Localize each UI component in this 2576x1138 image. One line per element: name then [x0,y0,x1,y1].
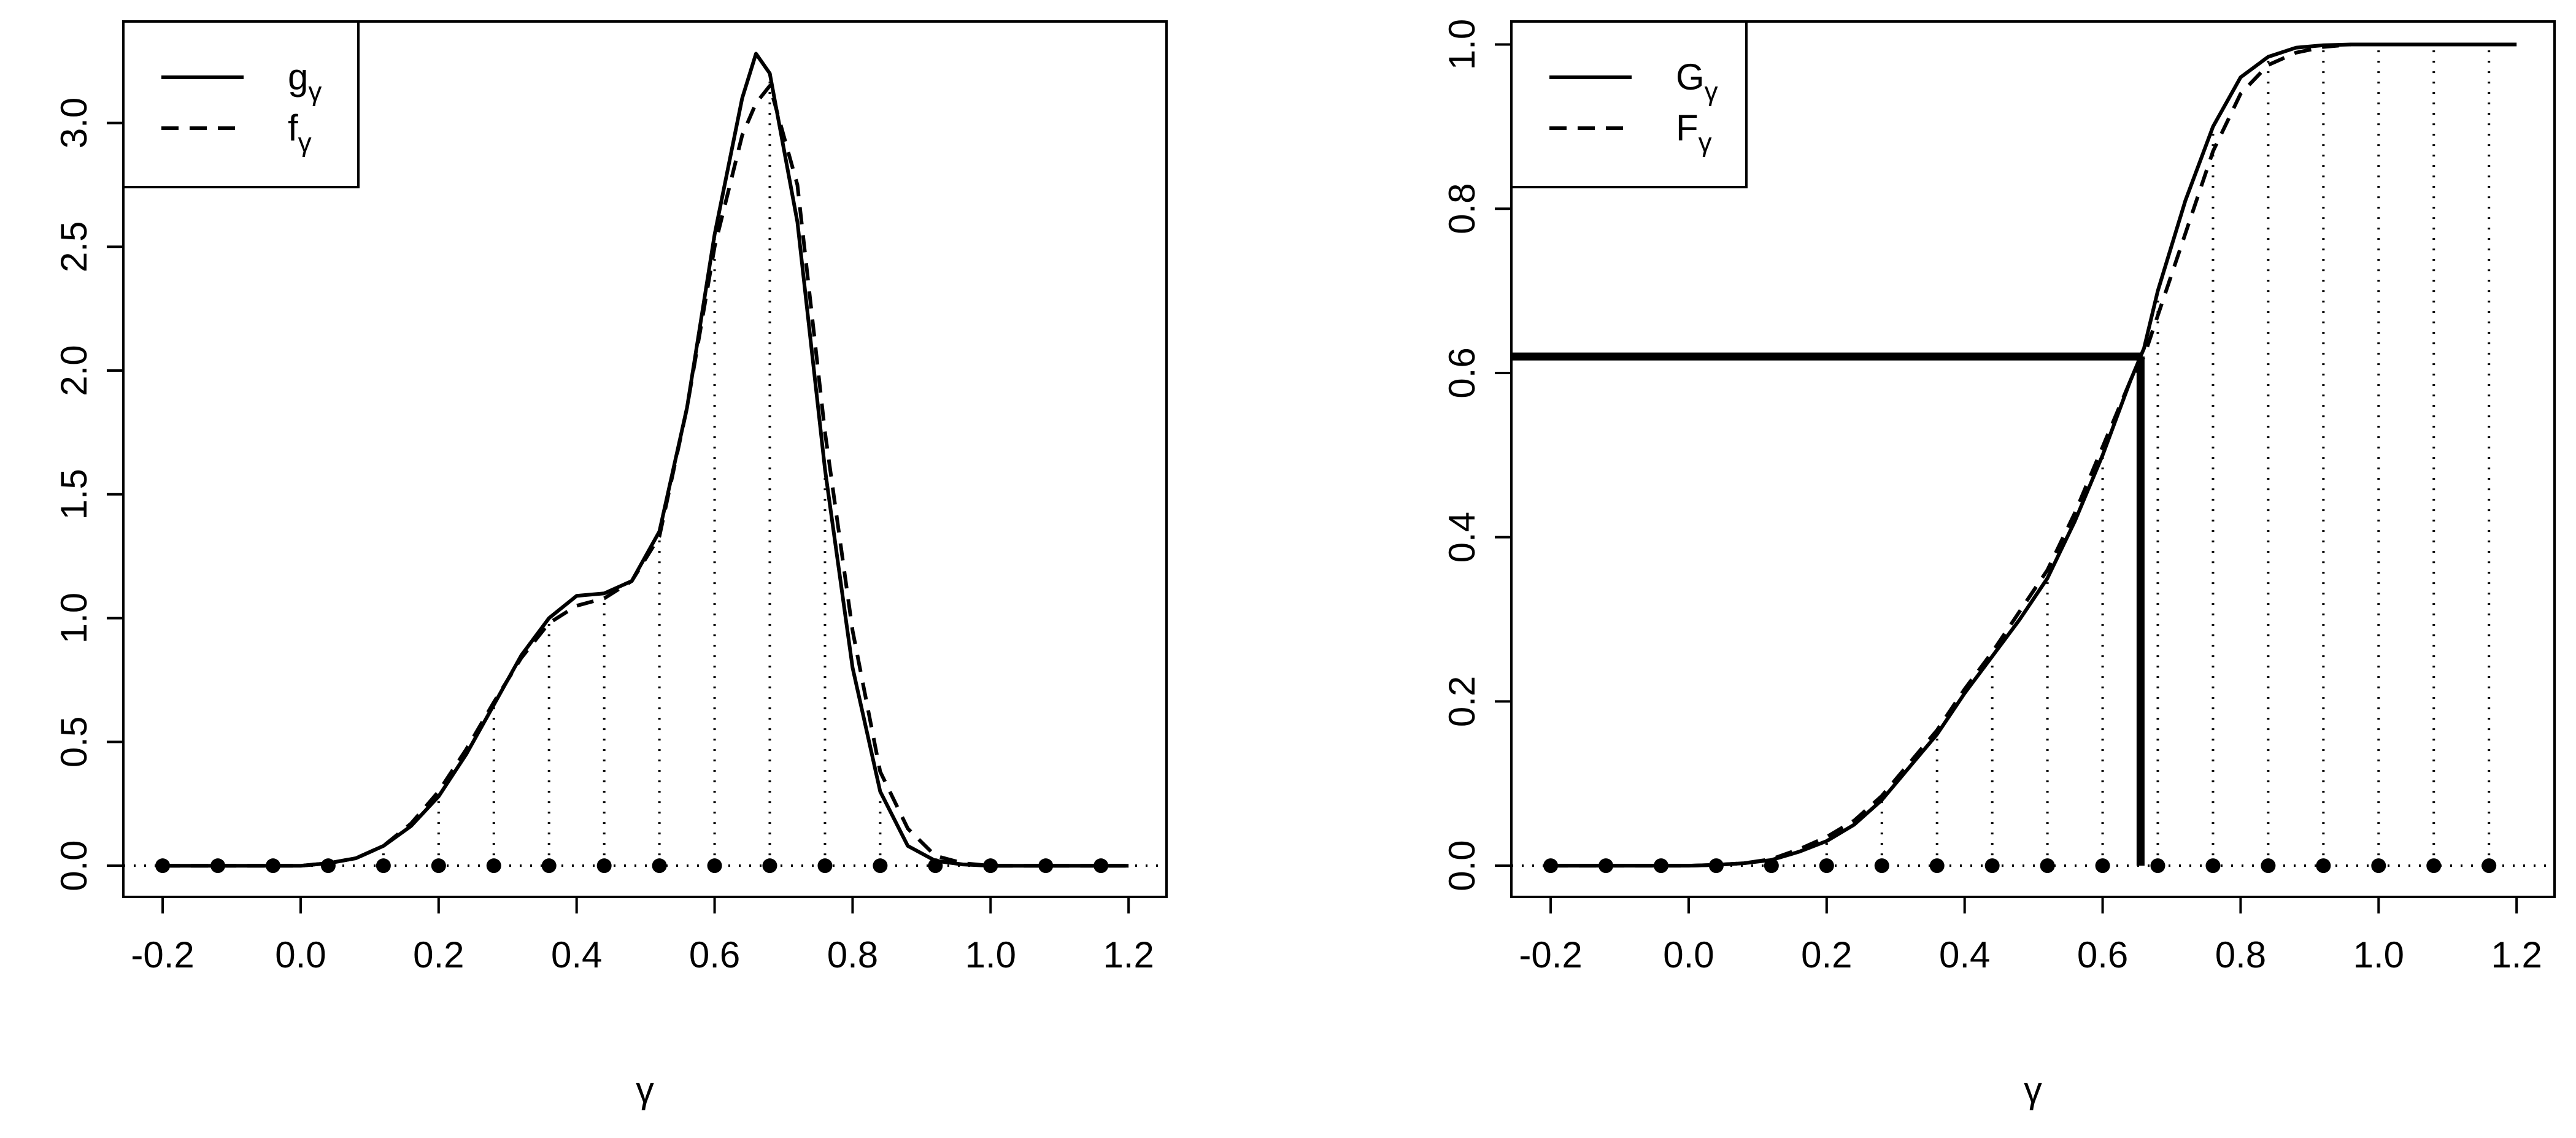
x-axis-label: γ [636,1069,654,1110]
y-tick-label: 0.4 [1441,512,1483,563]
legend-label: Fγ [1676,107,1712,158]
x-tick-label: 0.4 [1939,934,1990,975]
legend-name: g [288,56,308,98]
point [541,858,557,874]
legend-label: Gγ [1676,56,1718,107]
y-tick-label: 1.0 [1441,19,1483,70]
point [652,858,667,874]
y-tick-label: 3.0 [53,98,94,148]
x-tick-label: 1.0 [2353,934,2404,975]
x-tick-label: 0.4 [551,934,602,975]
point [431,858,446,874]
point [2095,858,2110,874]
point [1598,858,1614,874]
y-tick-label: 0.5 [53,717,94,767]
point [155,858,171,874]
x-tick-label: 1.2 [2491,934,2542,975]
x-tick-label: 0.8 [827,934,878,975]
legend-name: G [1676,56,1705,98]
x-tick-label: 0.6 [689,934,740,975]
curve [163,83,1129,868]
x-tick-label: 0.2 [413,934,464,975]
x-tick-label: 1.2 [1103,934,1154,975]
x-axis-label: γ [2024,1069,2042,1110]
legend-box [122,20,360,188]
y-tick-label: 0.2 [1441,676,1483,727]
point [1819,858,1834,874]
legend-subscript: γ [1705,77,1718,107]
curve [1551,42,2517,868]
x-tick-label: -0.2 [131,934,194,975]
point [873,858,888,874]
point [1093,858,1109,874]
y-tick-label: 0.0 [1441,840,1483,891]
point [1984,858,2000,874]
point [486,858,501,874]
legend-label: gγ [288,56,322,107]
point [1653,858,1668,874]
point [2261,858,2276,874]
legend-label: fγ [288,107,312,158]
legend-subscript: γ [1699,128,1712,158]
point [1543,858,1559,874]
y-tick-label: 0.0 [53,840,94,891]
y-tick-label: 1.0 [53,593,94,644]
point [1764,858,1779,874]
plot-frame [1510,20,2556,898]
point [2482,858,2497,874]
y-tick-label: 1.5 [53,469,94,520]
x-tick-label: 0.2 [1801,934,1852,975]
point [2316,858,2331,874]
point [707,858,722,874]
x-tick-label: 0.0 [275,934,326,975]
point [376,858,391,874]
point [2150,858,2165,874]
point [210,858,226,874]
point [265,858,280,874]
x-tick-label: 0.8 [2215,934,2266,975]
x-tick-label: -0.2 [1519,934,1582,975]
point [2040,858,2055,874]
x-tick-label: 0.6 [2077,934,2128,975]
legend-name: f [288,107,298,148]
point [1874,858,1889,874]
point [2371,858,2386,874]
point [2426,858,2442,874]
plot-frame [122,20,1168,898]
x-tick-label: 0.0 [1663,934,1714,975]
legend-box [1510,20,1748,188]
point [928,858,943,874]
point [1708,858,1724,874]
point [2205,858,2221,874]
point [1038,858,1054,874]
y-tick-label: 0.8 [1441,183,1483,234]
y-tick-label: 2.0 [53,345,94,396]
point [1929,858,1945,874]
legend-subscript: γ [308,77,322,107]
legend-subscript: γ [298,128,312,158]
y-tick-label: 0.6 [1441,347,1483,398]
point [817,858,833,874]
point [320,858,336,874]
point [983,858,998,874]
point [762,858,777,874]
y-tick-label: 2.5 [53,221,94,272]
x-tick-label: 1.0 [965,934,1016,975]
point [596,858,612,874]
legend-name: F [1676,107,1699,148]
